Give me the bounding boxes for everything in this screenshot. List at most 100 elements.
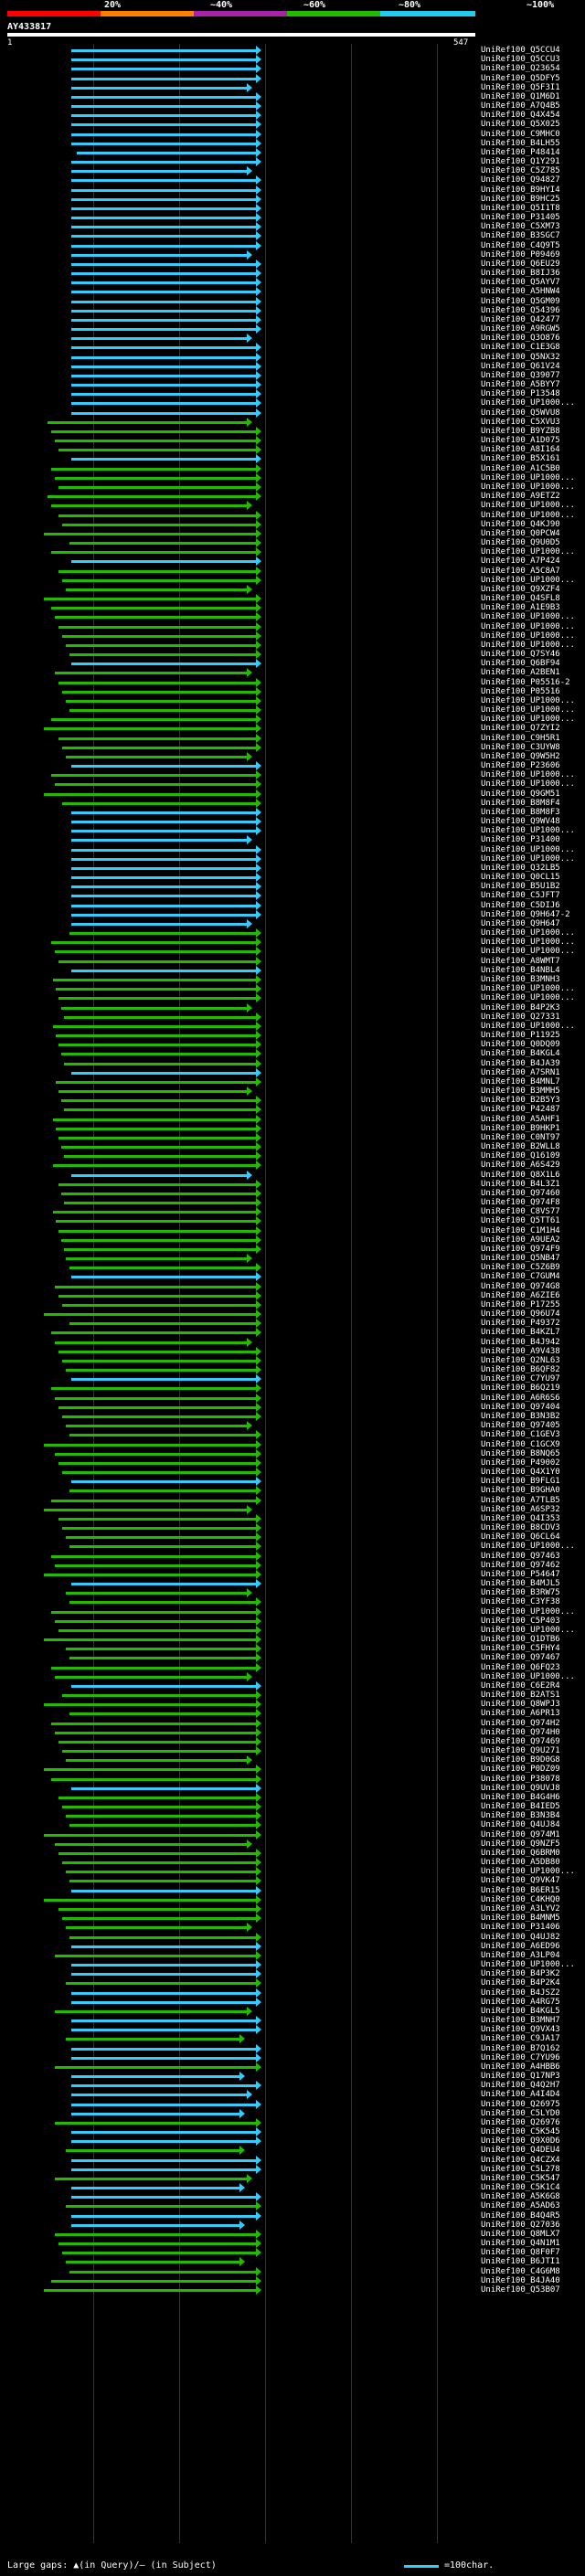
hit-label[interactable]: UniRef100_Q9U0D5 <box>481 538 560 547</box>
hit-bar[interactable] <box>71 310 256 313</box>
hit-bar[interactable] <box>71 811 256 814</box>
hit-label[interactable]: UniRef100_C5K547 <box>481 2174 560 2183</box>
hit-label[interactable]: UniRef100_Q4UJ82 <box>481 1933 560 1942</box>
hit-label[interactable]: UniRef100_C5XVU3 <box>481 418 560 427</box>
hit-bar[interactable] <box>69 932 256 935</box>
hit-label[interactable]: UniRef100_UP1000... <box>481 938 575 947</box>
hit-bar[interactable] <box>44 2289 256 2292</box>
hit-label[interactable]: UniRef100_B4IED5 <box>481 1802 560 1811</box>
hit-label[interactable]: UniRef100_C9JA17 <box>481 2034 560 2043</box>
hit-bar[interactable] <box>66 2261 239 2263</box>
hit-label[interactable]: UniRef100_Q4I353 <box>481 1514 560 1523</box>
hit-label[interactable]: UniRef100_A1E9B3 <box>481 603 560 612</box>
hit-label[interactable]: UniRef100_UP1000... <box>481 1542 575 1551</box>
hit-label[interactable]: UniRef100_Q9VX43 <box>481 2025 560 2034</box>
hit-bar[interactable] <box>66 700 256 703</box>
hit-bar[interactable] <box>69 1601 256 1604</box>
hit-bar[interactable] <box>55 616 256 619</box>
hit-label[interactable]: UniRef100_C8VS77 <box>481 1207 560 1216</box>
hit-bar[interactable] <box>71 356 256 359</box>
hit-bar[interactable] <box>71 1973 256 1976</box>
hit-label[interactable]: UniRef100_C9MHC0 <box>481 130 560 139</box>
hit-bar[interactable] <box>51 1555 256 1558</box>
hit-bar[interactable] <box>58 682 256 684</box>
hit-label[interactable]: UniRef100_B7Q162 <box>481 2044 560 2053</box>
hit-label[interactable]: UniRef100_Q974F8 <box>481 1198 560 1207</box>
hit-label[interactable]: UniRef100_Q53B07 <box>481 2285 560 2295</box>
hit-bar[interactable] <box>71 96 256 99</box>
hit-bar[interactable] <box>58 737 256 740</box>
hit-bar[interactable] <box>71 114 256 117</box>
hit-label[interactable]: UniRef100_A1D075 <box>481 436 560 445</box>
hit-label[interactable]: UniRef100_B3N3B2 <box>481 1412 560 1421</box>
hit-bar[interactable] <box>66 1926 247 1929</box>
hit-bar[interactable] <box>71 1378 256 1381</box>
hit-bar[interactable] <box>71 235 256 238</box>
hit-bar[interactable] <box>51 718 256 721</box>
hit-label[interactable]: UniRef100_Q5AYV7 <box>481 278 560 287</box>
hit-bar[interactable] <box>71 143 256 145</box>
hit-bar[interactable] <box>51 1611 256 1614</box>
hit-label[interactable]: UniRef100_UP1000... <box>481 1607 575 1617</box>
hit-bar[interactable] <box>69 1267 256 1269</box>
hit-label[interactable]: UniRef100_C7YU96 <box>481 2053 560 2062</box>
hit-bar[interactable] <box>64 1155 256 1158</box>
hit-bar[interactable] <box>55 2178 247 2180</box>
hit-bar[interactable] <box>56 1128 256 1130</box>
hit-label[interactable]: UniRef100_UP1000... <box>481 501 575 510</box>
hit-label[interactable]: UniRef100_P31400 <box>481 835 560 844</box>
hit-label[interactable]: UniRef100_B6ER15 <box>481 1886 560 1895</box>
hit-bar[interactable] <box>62 802 256 805</box>
hit-bar[interactable] <box>71 281 256 284</box>
hit-label[interactable]: UniRef100_A7SRN1 <box>481 1068 560 1077</box>
hit-label[interactable]: UniRef100_A3LYV2 <box>481 1904 560 1913</box>
hit-bar[interactable] <box>58 1852 256 1855</box>
hit-bar[interactable] <box>56 1220 256 1223</box>
hit-label[interactable]: UniRef100_Q97404 <box>481 1403 560 1412</box>
hit-bar[interactable] <box>44 1313 256 1316</box>
hit-bar[interactable] <box>51 607 256 610</box>
hit-label[interactable]: UniRef100_A7Q4B5 <box>481 101 560 111</box>
hit-label[interactable]: UniRef100_UP1000... <box>481 715 575 724</box>
hit-bar[interactable] <box>71 2057 256 2060</box>
hit-label[interactable]: UniRef100_Q16109 <box>481 1151 560 1161</box>
hit-bar[interactable] <box>71 2168 256 2171</box>
hit-label[interactable]: UniRef100_A6S429 <box>481 1161 560 1170</box>
hit-bar[interactable] <box>71 412 256 415</box>
hit-bar[interactable] <box>71 849 256 852</box>
hit-bar[interactable] <box>58 1518 256 1521</box>
hit-bar[interactable] <box>44 533 256 535</box>
hit-label[interactable]: UniRef100_Q9UVJ8 <box>481 1784 560 1793</box>
hit-label[interactable]: UniRef100_Q974H2 <box>481 1719 560 1728</box>
hit-label[interactable]: UniRef100_B8NQ65 <box>481 1449 560 1458</box>
hit-bar[interactable] <box>55 1732 256 1734</box>
hit-label[interactable]: UniRef100_B4NBL4 <box>481 966 560 975</box>
hit-label[interactable]: UniRef100_Q96U74 <box>481 1309 560 1319</box>
hit-label[interactable]: UniRef100_Q4SFL8 <box>481 594 560 603</box>
hit-bar[interactable] <box>71 337 247 340</box>
hit-bar[interactable] <box>62 1360 256 1362</box>
hit-bar[interactable] <box>62 1527 256 1530</box>
hit-label[interactable]: UniRef100_Q26975 <box>481 2100 560 2109</box>
hit-label[interactable]: UniRef100_C3UYW8 <box>481 743 560 752</box>
hit-bar[interactable] <box>58 1741 256 1744</box>
hit-bar[interactable] <box>71 839 247 842</box>
hit-bar[interactable] <box>71 1945 256 1948</box>
hit-bar[interactable] <box>58 1137 256 1140</box>
hit-label[interactable]: UniRef100_Q5DFY5 <box>481 74 560 83</box>
hit-bar[interactable] <box>62 1750 256 1753</box>
hit-bar[interactable] <box>71 2019 256 2022</box>
hit-label[interactable]: UniRef100_UP1000... <box>481 928 575 938</box>
hit-label[interactable]: UniRef100_B6QF82 <box>481 1365 560 1374</box>
hit-label[interactable]: UniRef100_Q9H647-2 <box>481 910 570 919</box>
hit-bar[interactable] <box>69 1489 256 1492</box>
hit-bar[interactable] <box>69 1880 256 1882</box>
hit-label[interactable]: UniRef100_Q54396 <box>481 306 560 315</box>
hit-bar[interactable] <box>71 189 256 192</box>
hit-bar[interactable] <box>62 1415 256 1418</box>
hit-bar[interactable] <box>55 2010 247 2013</box>
hit-bar[interactable] <box>55 2066 256 2069</box>
hit-label[interactable]: UniRef100_UP1000... <box>481 1626 575 1635</box>
hit-bar[interactable] <box>61 1053 256 1055</box>
hit-label[interactable]: UniRef100_UP1000... <box>481 1867 575 1876</box>
